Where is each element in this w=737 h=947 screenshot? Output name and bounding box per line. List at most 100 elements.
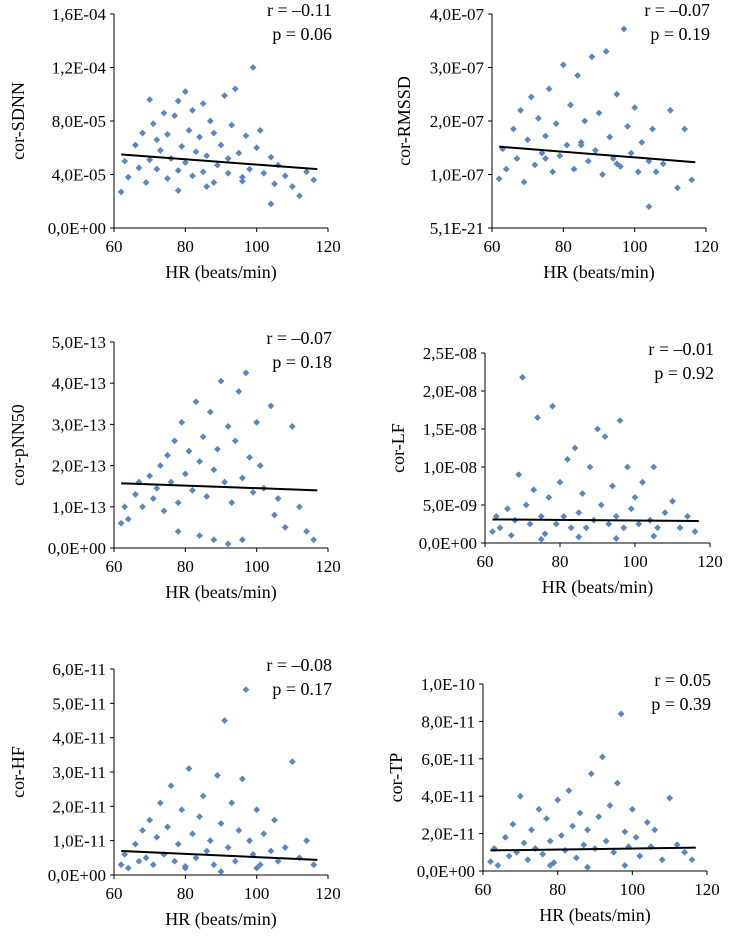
data-point	[153, 165, 161, 173]
y-tick-label: 3,0E-11	[52, 763, 106, 782]
data-point	[271, 180, 278, 188]
data-point	[643, 818, 651, 826]
data-point	[520, 178, 528, 186]
data-point	[549, 402, 556, 410]
data-point	[246, 165, 253, 173]
data-point	[534, 414, 541, 421]
data-point	[666, 794, 674, 802]
data-point	[189, 486, 196, 494]
data-point	[124, 864, 132, 872]
data-point	[310, 536, 318, 544]
data-point	[274, 857, 282, 865]
y-tick-label: 1,0E-07	[430, 166, 485, 185]
data-point	[267, 200, 275, 208]
data-point	[178, 143, 186, 150]
data-point	[239, 177, 246, 185]
x-tick-label: 120	[315, 237, 341, 256]
correlation-r-label: r = –0.01	[648, 339, 714, 359]
data-point	[203, 493, 211, 500]
data-point	[539, 850, 547, 858]
data-point	[256, 861, 264, 869]
y-tick-label: 5,0E-13	[52, 333, 106, 352]
data-point	[584, 157, 592, 165]
data-point	[253, 144, 261, 152]
y-axis-label: cor-pNN50	[8, 404, 28, 486]
y-tick-label: 1,0E-10	[421, 675, 475, 694]
data-point	[221, 717, 228, 724]
y-tick-label: 4,0E-05	[52, 166, 106, 185]
data-point	[214, 445, 221, 453]
data-point	[567, 101, 574, 109]
data-point	[580, 841, 588, 849]
data-point	[543, 815, 550, 823]
data-point	[253, 418, 261, 426]
x-axis-label: HR (beats/min)	[542, 577, 653, 598]
data-point	[224, 155, 232, 162]
trend-line	[121, 849, 318, 861]
data-point	[587, 770, 595, 778]
x-tick-label: 120	[315, 557, 341, 576]
data-point	[602, 48, 610, 55]
data-point	[601, 433, 609, 440]
data-point	[496, 524, 504, 532]
data-point	[489, 528, 496, 535]
y-tick-label: 0,0E+00	[417, 862, 475, 881]
data-point	[196, 813, 203, 821]
data-point	[242, 686, 250, 693]
data-point	[171, 437, 179, 445]
data-point	[524, 136, 532, 144]
x-tick-label: 60	[106, 237, 123, 256]
trend-line	[121, 153, 318, 171]
data-point	[645, 203, 653, 210]
data-point	[217, 377, 225, 385]
data-point	[537, 535, 545, 543]
data-point	[210, 179, 218, 186]
data-point	[651, 826, 659, 834]
data-point	[509, 820, 517, 828]
data-point	[231, 857, 239, 865]
y-tick-label: 2,0E-13	[52, 457, 106, 476]
data-point	[584, 826, 591, 834]
data-point	[552, 120, 560, 128]
x-tick-label: 100	[244, 557, 270, 576]
data-point	[594, 425, 601, 433]
y-tick-label: 5,0E-11	[52, 694, 106, 713]
data-point	[288, 183, 296, 190]
x-tick-label: 100	[622, 552, 648, 571]
data-point	[599, 171, 606, 178]
data-point	[221, 478, 228, 486]
data-point	[535, 805, 543, 813]
p-value-label: p = 0.17	[272, 679, 332, 699]
data-point	[552, 520, 560, 528]
p-value-label: p = 0.19	[650, 24, 710, 44]
p-value-label: p = 0.06	[272, 24, 332, 44]
data-point	[595, 813, 603, 821]
data-point	[681, 848, 688, 856]
data-point	[559, 61, 567, 69]
data-point	[260, 830, 268, 838]
data-point	[610, 848, 618, 856]
data-point	[217, 141, 225, 149]
data-point	[614, 779, 621, 787]
data-point	[256, 126, 264, 134]
scatter-points	[487, 710, 696, 871]
data-point	[189, 172, 196, 180]
data-point	[627, 505, 635, 513]
data-point	[214, 161, 221, 169]
scatter-points	[489, 373, 699, 543]
data-point	[310, 176, 318, 184]
data-point	[242, 132, 250, 140]
data-point	[628, 805, 636, 813]
data-point	[239, 775, 246, 783]
x-axis-label: HR (beats/min)	[165, 909, 276, 930]
data-point	[249, 64, 257, 71]
data-point	[537, 513, 545, 520]
data-point	[636, 852, 644, 860]
data-point	[167, 478, 175, 486]
data-point	[631, 494, 639, 501]
data-point	[507, 532, 515, 539]
data-point	[691, 528, 699, 535]
data-point	[146, 96, 154, 103]
scatter-points	[117, 369, 318, 548]
y-tick-label: 1,6E-04	[52, 5, 107, 24]
